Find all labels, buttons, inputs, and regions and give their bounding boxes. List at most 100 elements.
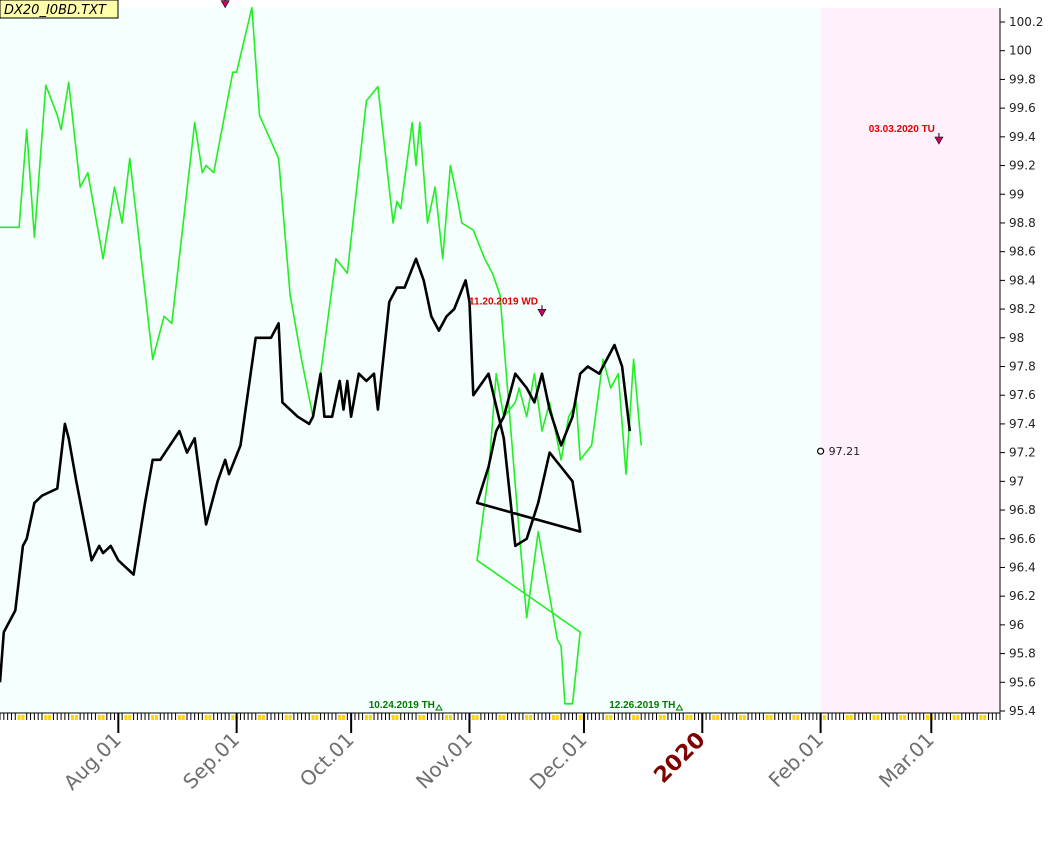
weekend-mark <box>395 715 399 720</box>
weekend-mark <box>716 715 720 720</box>
y-tick-label: 96.8 <box>1009 503 1036 517</box>
history-region <box>0 8 821 713</box>
x-tick-label: Dec.01 <box>525 728 592 795</box>
y-tick-label: 100.2 <box>1009 15 1043 29</box>
weekend-mark <box>925 715 929 720</box>
peak-marker-arrow <box>934 136 944 145</box>
y-tick-label: 98.8 <box>1009 216 1036 230</box>
weekend-mark <box>315 715 319 720</box>
weekend-mark <box>983 715 987 720</box>
weekend-mark <box>952 715 956 720</box>
weekend-mark <box>742 715 746 720</box>
y-tick-label: 98 <box>1009 331 1024 345</box>
weekend-mark <box>128 715 132 720</box>
trough-annotation: 10.24.2019 TH <box>369 700 435 711</box>
weekend-mark <box>605 715 609 720</box>
weekend-mark <box>445 715 449 720</box>
weekend-mark <box>712 715 716 720</box>
weekend-mark <box>17 715 21 720</box>
weekend-mark <box>792 715 796 720</box>
weekend-mark <box>956 715 960 720</box>
y-tick-label: 97.8 <box>1009 360 1036 374</box>
y-tick-label: 97 <box>1009 474 1024 488</box>
weekend-mark <box>258 715 262 720</box>
weekend-mark <box>368 715 372 720</box>
y-tick-label: 100 <box>1009 44 1032 58</box>
title-box <box>0 0 119 19</box>
x-tick-label: Mar.01 <box>874 728 939 793</box>
weekend-mark <box>288 715 292 720</box>
peak-annotation: 03.03.2020 TU <box>869 124 935 135</box>
y-tick-label: 97.6 <box>1009 388 1036 402</box>
weekend-mark <box>284 715 288 720</box>
weekend-mark <box>124 715 128 720</box>
weekend-mark <box>658 715 662 720</box>
weekend-mark <box>177 715 181 720</box>
weekend-mark <box>578 715 582 720</box>
weekend-mark <box>609 715 613 720</box>
y-tick-label: 96.6 <box>1009 532 1036 546</box>
weekend-mark <box>632 715 636 720</box>
weekend-mark <box>151 715 155 720</box>
weekend-mark <box>738 715 742 720</box>
x-tick-label: Feb.01 <box>764 728 829 793</box>
y-tick-label: 95.4 <box>1009 704 1036 718</box>
weekend-mark <box>555 715 559 720</box>
weekend-mark <box>97 715 101 720</box>
y-tick-label: 97.4 <box>1009 417 1036 431</box>
weekend-mark <box>154 715 158 720</box>
weekend-mark <box>21 715 25 720</box>
peak-marker-arrow <box>220 0 230 9</box>
weekend-mark <box>418 715 422 720</box>
y-tick-label: 96.4 <box>1009 560 1036 574</box>
weekend-mark <box>872 715 876 720</box>
weekend-mark <box>261 715 265 720</box>
y-tick-label: 95.8 <box>1009 647 1036 661</box>
y-tick-label: 99.6 <box>1009 101 1036 115</box>
y-tick-label: 99.8 <box>1009 72 1036 86</box>
forecast-region <box>820 8 1000 713</box>
weekend-mark <box>48 715 52 720</box>
x-tick-label: Aug.01 <box>59 728 126 795</box>
last-value-marker <box>817 447 825 455</box>
weekend-mark <box>74 715 78 720</box>
y-tick-label: 98.6 <box>1009 245 1036 259</box>
x-tick-label: Nov.01 <box>411 728 477 794</box>
weekend-mark <box>101 715 105 720</box>
y-tick-label: 96 <box>1009 618 1024 632</box>
weekend-mark <box>845 715 849 720</box>
weekend-mark <box>822 715 826 720</box>
weekend-mark <box>689 715 693 720</box>
y-tick-label: 99.4 <box>1009 130 1036 144</box>
weekend-mark <box>903 715 907 720</box>
series-line-1 <box>0 257 632 683</box>
weekend-mark <box>502 715 506 720</box>
weekend-mark <box>44 715 48 720</box>
weekend-mark <box>551 715 555 720</box>
weekend-mark <box>899 715 903 720</box>
weekend-mark <box>796 715 800 720</box>
weekend-mark <box>525 715 529 720</box>
weekend-mark <box>765 715 769 720</box>
weekend-mark <box>769 715 773 720</box>
peak-marker-arrow <box>537 308 547 317</box>
weekend-mark <box>529 715 533 720</box>
y-tick-label: 98.2 <box>1009 302 1036 316</box>
trough-marker <box>435 704 443 711</box>
weekend-mark <box>208 715 212 720</box>
weekend-mark <box>635 715 639 720</box>
weekend-mark <box>422 715 426 720</box>
weekend-mark <box>448 715 452 720</box>
weekend-mark <box>71 715 75 720</box>
weekend-mark <box>876 715 880 720</box>
weekend-mark <box>662 715 666 720</box>
weekend-mark <box>685 715 689 720</box>
weekend-mark <box>475 715 479 720</box>
weekend-mark <box>338 715 342 720</box>
weekend-mark <box>204 715 208 720</box>
weekend-mark <box>181 715 185 720</box>
peak-annotation: 11.20.2019 WD <box>469 296 538 307</box>
y-tick-label: 96.2 <box>1009 589 1036 603</box>
